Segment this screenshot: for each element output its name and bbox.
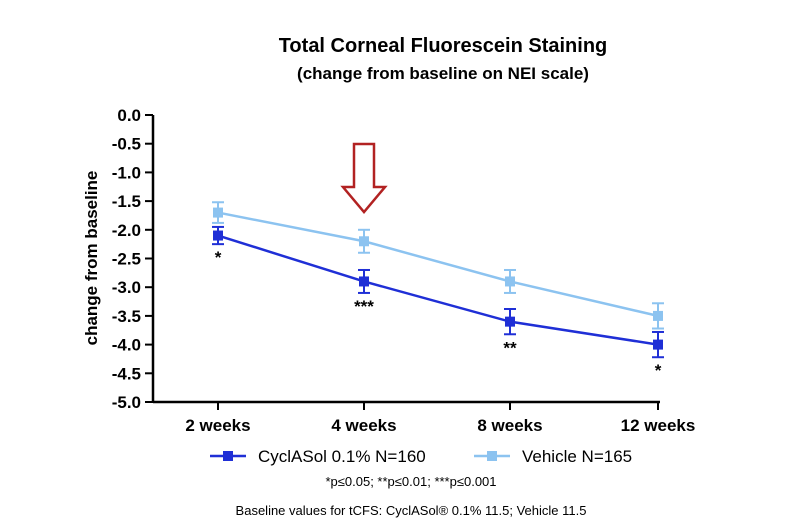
y-tick-label: -3.5: [112, 307, 141, 326]
down-arrow-icon: [340, 142, 388, 214]
data-point: [653, 339, 663, 350]
legend-label: CyclASol 0.1% N=160: [258, 447, 426, 466]
data-point: [505, 316, 515, 327]
y-tick-label: -2.0: [112, 221, 141, 240]
x-tick-label: 4 weeks: [331, 416, 396, 435]
data-point: [359, 236, 369, 247]
annotation-arrow: [340, 142, 388, 214]
legend-marker: [223, 451, 233, 461]
y-tick-label: -1.0: [112, 163, 141, 182]
y-tick-label: -4.5: [112, 364, 141, 383]
y-tick-label: -0.5: [112, 135, 141, 154]
data-point: [505, 276, 515, 287]
series-line: [217, 211, 659, 318]
y-tick-label: -1.5: [112, 192, 141, 211]
series-line: [217, 234, 659, 346]
legend-label: Vehicle N=165: [522, 447, 632, 466]
significance-marker: *: [655, 361, 662, 380]
data-point: [213, 230, 223, 241]
significance-footnote: *p≤0.05; **p≤0.01; ***p≤0.001: [325, 474, 496, 489]
series-0: *******: [212, 225, 664, 380]
y-tick-label: -5.0: [112, 393, 141, 412]
significance-marker: ***: [354, 297, 374, 316]
legend-marker: [487, 451, 497, 461]
x-tick-label: 2 weeks: [185, 416, 250, 435]
series-1: [212, 201, 664, 330]
chart-title: Total Corneal Fluorescein Staining: [279, 35, 608, 57]
data-point: [359, 276, 369, 287]
legend: CyclASol 0.1% N=160 Vehicle N=165: [210, 447, 632, 466]
x-tick-label: 12 weeks: [621, 416, 696, 435]
y-tick-label: 0.0: [117, 106, 141, 125]
chart-subtitle: (change from baseline on NEI scale): [297, 64, 589, 83]
significance-marker: *: [215, 248, 222, 267]
y-axis-label: change from baseline: [82, 171, 101, 346]
series-layer: *******: [212, 201, 664, 380]
data-point: [213, 207, 223, 218]
baseline-note: Baseline values for tCFS: CyclASol® 0.1%…: [236, 503, 587, 518]
y-tick-label: -2.5: [112, 250, 141, 269]
significance-marker: **: [503, 338, 517, 357]
y-tick-label: -3.0: [112, 278, 141, 297]
data-point: [653, 310, 663, 321]
axes: 0.0 -0.5 -1.0 -1.5 -2.0 -2.5 -3.0 -3.5 -4.0 -4.5 -…: [112, 106, 696, 435]
x-tick-label: 8 weeks: [477, 416, 542, 435]
y-tick-label: -4.0: [112, 336, 141, 355]
